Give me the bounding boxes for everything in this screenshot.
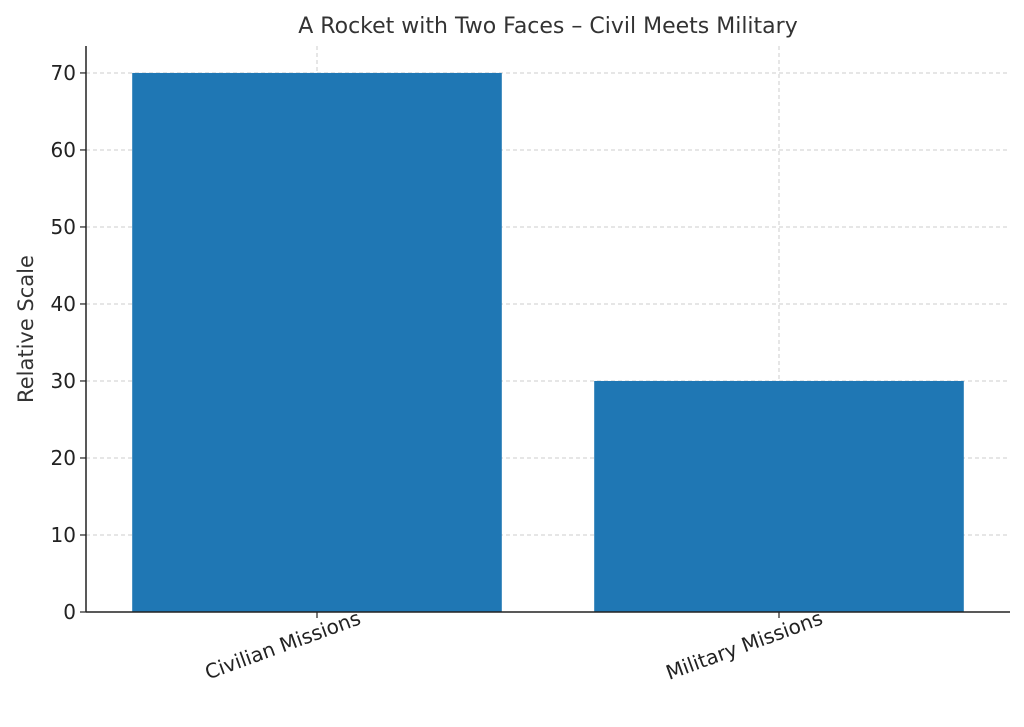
x-tick-label: Military Missions (663, 606, 826, 685)
bar-military-missions (594, 380, 964, 612)
y-tick-label: 10 (51, 523, 76, 547)
x-tick-label: Civilian Missions (202, 606, 364, 685)
chart-title: A Rocket with Two Faces – Civil Meets Mi… (298, 14, 797, 39)
bar-civilian-missions (132, 72, 502, 612)
bars-layer (132, 72, 964, 612)
y-tick-label: 70 (51, 61, 76, 85)
y-tick-label: 60 (51, 138, 76, 162)
axes-layer (85, 46, 1010, 613)
y-tick-label: 40 (51, 292, 76, 316)
y-tick-label: 30 (51, 369, 76, 393)
y-tick-label: 0 (63, 600, 76, 624)
y-tick-label: 50 (51, 215, 76, 239)
y-tick-label: 20 (51, 446, 76, 470)
y-axis-label: Relative Scale (14, 255, 38, 403)
